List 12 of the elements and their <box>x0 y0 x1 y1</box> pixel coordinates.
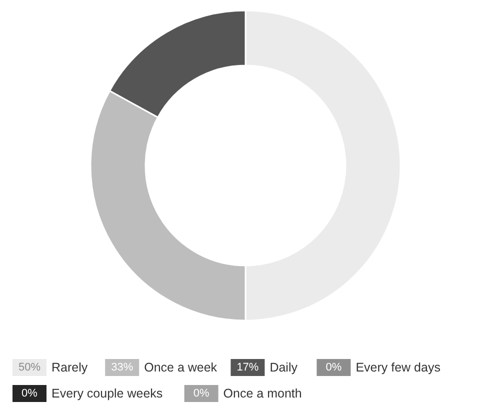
data-label: 17% <box>236 362 259 374</box>
data-label: 50% <box>18 362 41 374</box>
legend-label: Rarely <box>52 360 88 374</box>
legend-label: Every couple weeks <box>52 386 163 400</box>
legend-label: Daily <box>270 360 298 374</box>
text: 0% <box>193 388 210 400</box>
text: 0% <box>22 388 38 400</box>
legend-label: Once a week <box>144 360 218 374</box>
text: 0% <box>326 362 342 374</box>
data-label: 33% <box>111 362 134 374</box>
legend-label: Every few days <box>356 360 440 374</box>
legend-label: Once a month <box>223 386 302 400</box>
